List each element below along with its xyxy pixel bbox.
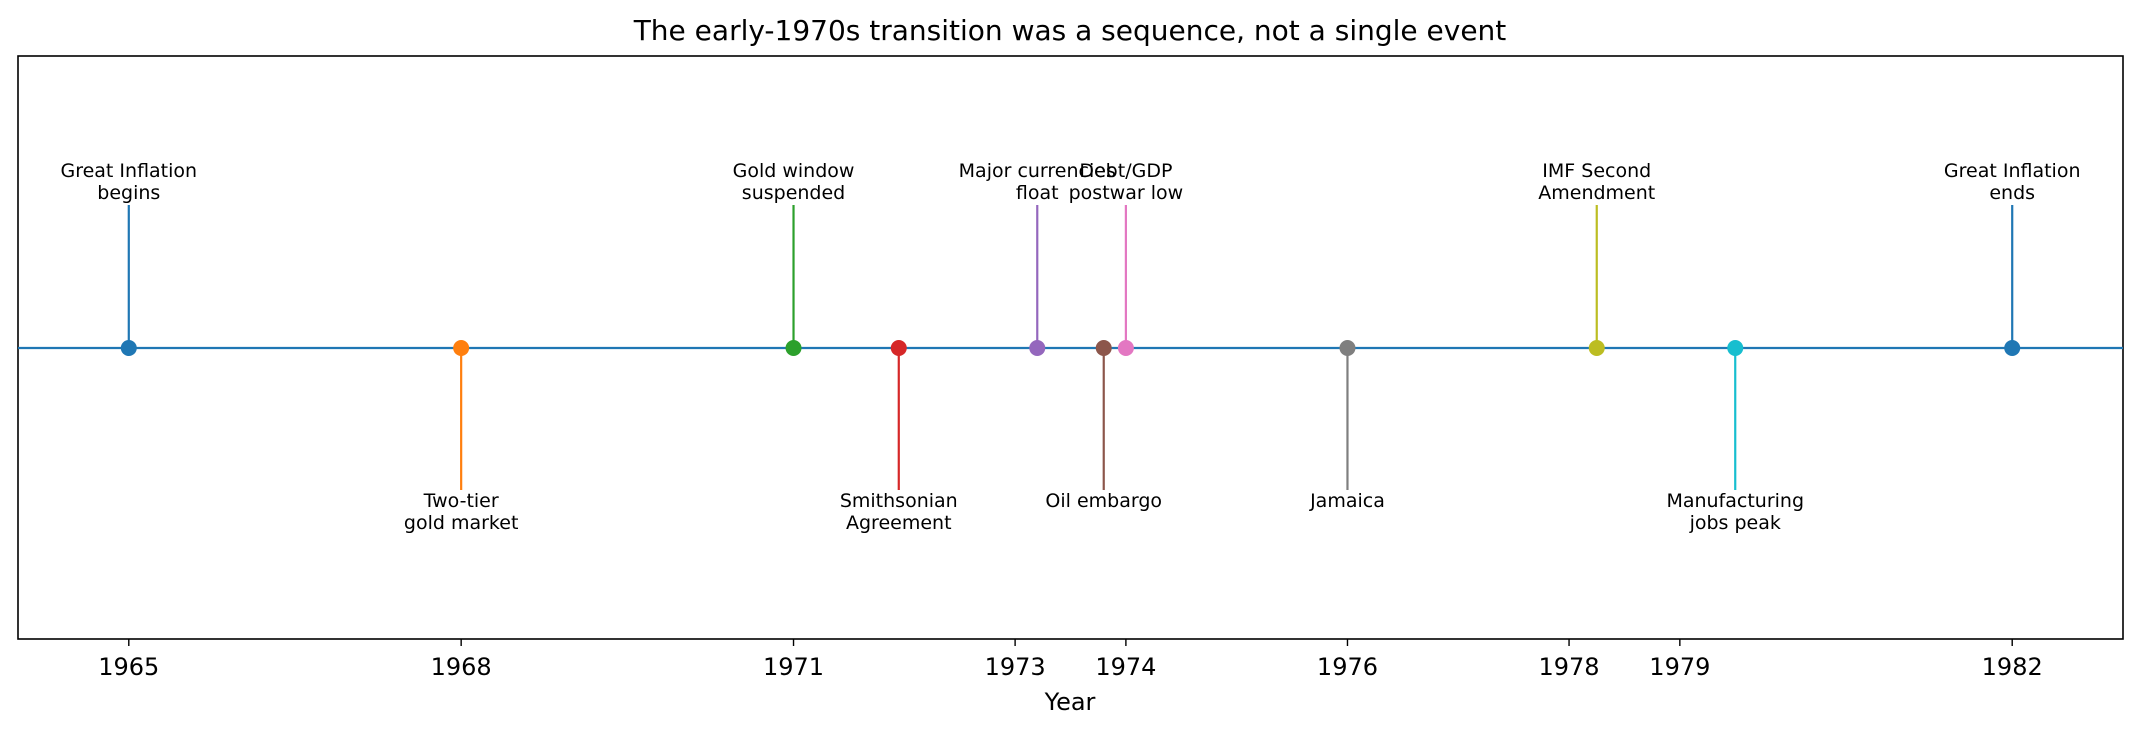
event-label-line: Agreement: [846, 512, 952, 534]
event-marker: [1727, 340, 1744, 356]
event-marker: [1095, 340, 1112, 356]
event-marker: [1339, 340, 1356, 356]
x-tick-label: 1968: [431, 653, 492, 681]
event-label-line: jobs peak: [1689, 512, 1781, 534]
event-label: Manufacturing jobs peak: [1666, 490, 1804, 534]
event-marker: [2004, 340, 2021, 356]
event-label-line: gold market: [404, 512, 519, 534]
event-label: Two-tier gold market: [404, 490, 519, 534]
event-label-line: postwar low: [1069, 182, 1184, 204]
event-label: Great Inflation begins: [60, 160, 197, 204]
event-label-line: Major currencies: [959, 160, 1116, 182]
x-tick-label: 1971: [763, 653, 824, 681]
x-tick-label: 1979: [1649, 653, 1710, 681]
event-label-line: Smithsonian: [840, 490, 958, 512]
event-marker: [1029, 340, 1046, 356]
event-label: Jamaica: [1309, 490, 1385, 512]
event-label: IMF Second Amendment: [1538, 160, 1655, 204]
chart-title: The early-1970s transition was a sequenc…: [633, 14, 1507, 47]
event-label-line: float: [1016, 182, 1059, 204]
event-marker: [1588, 340, 1605, 356]
event-label: Debt/GDP postwar low: [1069, 160, 1184, 204]
event-label: Smithsonian Agreement: [840, 490, 958, 534]
event-marker: [785, 340, 802, 356]
x-tick-label: 1973: [985, 653, 1046, 681]
x-tick-label: 1974: [1095, 653, 1156, 681]
event-marker: [890, 340, 907, 356]
x-tick-label: 1976: [1317, 653, 1378, 681]
event-label: Great Inflation ends: [1944, 160, 2081, 204]
x-tick-label: 1965: [98, 653, 159, 681]
event-label-line: suspended: [742, 182, 845, 204]
event-label-line: Gold window: [733, 160, 855, 182]
x-tick-label: 1978: [1539, 653, 1600, 681]
event-marker: [1117, 340, 1134, 356]
event-label: Major currencies float: [959, 160, 1116, 204]
event-label-line: Amendment: [1538, 182, 1655, 204]
event-label-line: Debt/GDP: [1079, 160, 1172, 182]
event-marker: [453, 340, 470, 356]
x-axis-label: Year: [1044, 688, 1096, 716]
event-label-line: ends: [1989, 182, 2035, 204]
event-label: Gold window suspended: [733, 160, 855, 204]
event-label-line: Oil embargo: [1045, 490, 1162, 512]
event-label-line: Jamaica: [1309, 490, 1385, 512]
x-tick-label: 1982: [1982, 653, 2043, 681]
event-label: Oil embargo: [1045, 490, 1162, 512]
event-label-line: begins: [97, 182, 160, 204]
event-label-line: Two-tier: [423, 490, 499, 512]
event-label-line: IMF Second: [1542, 160, 1651, 182]
event-label-line: Great Inflation: [60, 160, 197, 182]
event-label-line: Great Inflation: [1944, 160, 2081, 182]
event-label-line: Manufacturing: [1666, 490, 1804, 512]
event-marker: [120, 340, 137, 356]
